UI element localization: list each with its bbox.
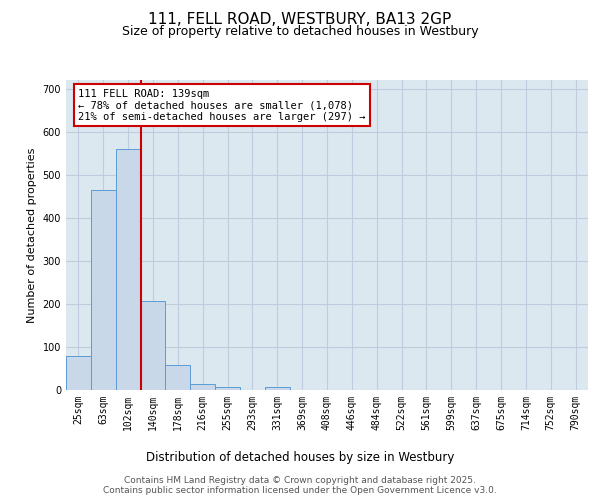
Y-axis label: Number of detached properties: Number of detached properties <box>27 148 37 322</box>
Text: Distribution of detached houses by size in Westbury: Distribution of detached houses by size … <box>146 451 454 464</box>
Bar <box>166 366 190 390</box>
Text: Contains HM Land Registry data © Crown copyright and database right 2025.
Contai: Contains HM Land Registry data © Crown c… <box>103 476 497 495</box>
Text: Size of property relative to detached houses in Westbury: Size of property relative to detached ho… <box>122 25 478 38</box>
Text: 111 FELL ROAD: 139sqm
← 78% of detached houses are smaller (1,078)
21% of semi-d: 111 FELL ROAD: 139sqm ← 78% of detached … <box>79 88 366 122</box>
Text: 111, FELL ROAD, WESTBURY, BA13 2GP: 111, FELL ROAD, WESTBURY, BA13 2GP <box>148 12 452 28</box>
Bar <box>215 386 240 390</box>
Bar <box>140 301 166 390</box>
Bar <box>265 386 290 390</box>
Bar <box>116 149 140 390</box>
Bar <box>91 190 116 390</box>
Bar <box>66 356 91 390</box>
Bar <box>190 384 215 390</box>
